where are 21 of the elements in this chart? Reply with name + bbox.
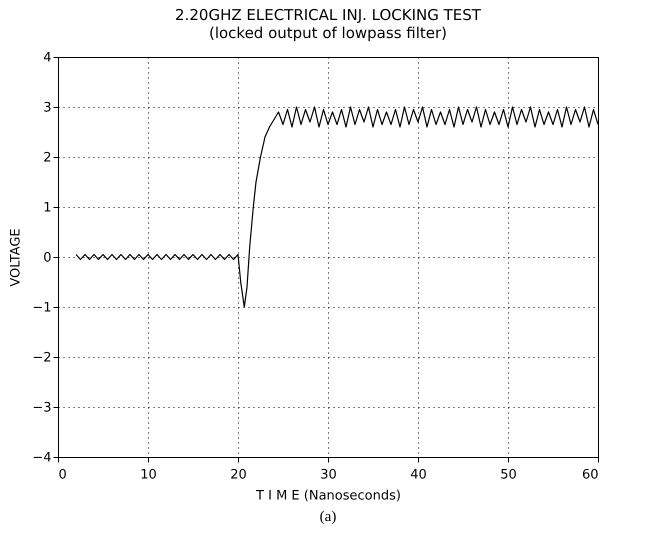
chart-title: 2.20GHZ ELECTRICAL INJ. LOCKING TEST [175,6,482,24]
y-axis-title: VOLTAGE [8,228,24,287]
x-tick-label: 60 [582,468,598,482]
x-tick-label: 40 [410,468,427,482]
y-tick-label: −2 [32,350,52,366]
y-tick-label: 4 [43,50,52,66]
x-tick-label: 30 [320,468,337,482]
chart-subtitle: (locked output of lowpass filter) [208,24,448,42]
x-tick-label: 20 [230,468,247,482]
y-tick-label: 2 [43,150,52,166]
y-tick-label: 1 [43,200,52,216]
y-tick-label: 3 [43,100,52,116]
x-axis-title: T I M E (Nanoseconds) [255,488,401,504]
y-tick-label: 0 [43,250,52,266]
x-tick-label: 10 [140,468,157,482]
y-tick-label: −3 [32,400,52,416]
y-tick-label: −4 [32,450,52,466]
text: (a) [320,509,336,525]
x-tick-label: 50 [500,468,517,482]
y-tick-label: −1 [32,300,52,316]
x-tick-label: 0 [58,468,67,482]
